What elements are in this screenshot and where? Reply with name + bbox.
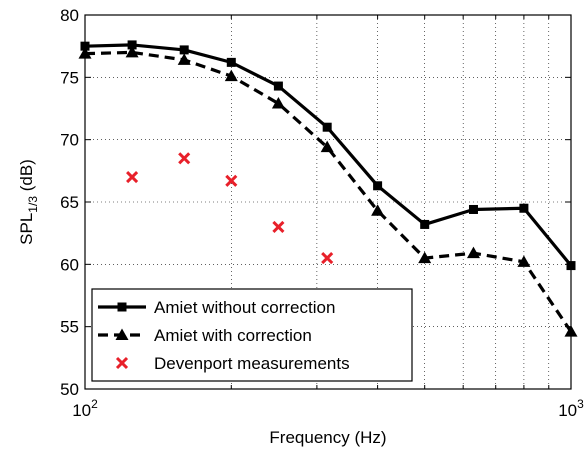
data-point bbox=[322, 122, 332, 132]
data-point bbox=[126, 171, 139, 184]
data-point bbox=[178, 152, 191, 165]
data-point bbox=[271, 97, 285, 109]
data-point bbox=[177, 53, 191, 65]
data-point bbox=[420, 219, 430, 229]
x-tick-label-base: 10 bbox=[72, 401, 91, 420]
y-tick-label: 60 bbox=[60, 255, 79, 274]
x-marker-stroke bbox=[321, 252, 334, 265]
axes bbox=[84, 14, 572, 390]
x-axis-label: Frequency (Hz) bbox=[269, 428, 386, 447]
legend-entry: Amiet with correction bbox=[98, 326, 312, 345]
x-tick-label-exponent: 3 bbox=[577, 397, 584, 411]
data-point bbox=[272, 220, 285, 233]
legend-entry: Amiet without correction bbox=[98, 298, 335, 317]
data-point bbox=[226, 57, 236, 67]
data-point bbox=[125, 45, 139, 58]
data-point bbox=[127, 40, 137, 50]
x-tick-label-base: 10 bbox=[558, 401, 577, 420]
x-tick-label: 103 bbox=[558, 397, 584, 420]
legend-label: Amiet with correction bbox=[154, 326, 312, 345]
y-tick-label: 75 bbox=[60, 68, 79, 87]
data-point bbox=[517, 255, 531, 267]
data-point bbox=[321, 252, 334, 265]
data-point bbox=[373, 181, 383, 191]
y-tick-label: 55 bbox=[60, 318, 79, 337]
series-3 bbox=[126, 152, 334, 265]
y-tick-label: 80 bbox=[60, 6, 79, 25]
x-marker-stroke bbox=[272, 220, 285, 233]
x-marker-stroke bbox=[126, 171, 139, 184]
x-marker-stroke bbox=[225, 174, 238, 187]
data-point bbox=[225, 174, 238, 187]
data-point bbox=[418, 251, 432, 264]
data-point bbox=[519, 203, 529, 213]
series-layer bbox=[78, 40, 578, 337]
x-tick-label: 102 bbox=[72, 397, 98, 420]
y-tick-label: 65 bbox=[60, 193, 79, 212]
data-point bbox=[371, 204, 385, 216]
legend-marker bbox=[115, 328, 129, 340]
legend: Amiet without correction Amiet with corre… bbox=[91, 288, 413, 382]
y-axis-label: SPL1/3 (dB) bbox=[17, 159, 40, 245]
legend-box bbox=[91, 288, 413, 382]
legend-label: Devenport measurements bbox=[154, 354, 350, 373]
legend-entry: Devenport measurements bbox=[115, 354, 350, 373]
x-marker-stroke bbox=[115, 356, 129, 370]
y-axis-label-main: SPL bbox=[17, 213, 36, 245]
data-point bbox=[273, 81, 283, 91]
data-point bbox=[320, 140, 334, 153]
y-axis-label-subscript: 1/3 bbox=[26, 196, 40, 213]
data-point bbox=[224, 69, 238, 82]
y-tick-label: 50 bbox=[60, 380, 79, 399]
y-axis-label-unit: (dB) bbox=[17, 159, 36, 196]
data-point bbox=[466, 246, 480, 259]
y-tick-label: 70 bbox=[60, 131, 79, 150]
legend-marker bbox=[117, 302, 127, 312]
legend-label: Amiet without correction bbox=[154, 298, 335, 317]
data-point bbox=[179, 45, 189, 55]
x-marker-stroke bbox=[178, 152, 191, 165]
legend-marker bbox=[115, 356, 129, 370]
x-tick-label-exponent: 2 bbox=[91, 397, 98, 411]
data-point bbox=[468, 204, 478, 214]
series-line bbox=[84, 50, 573, 333]
